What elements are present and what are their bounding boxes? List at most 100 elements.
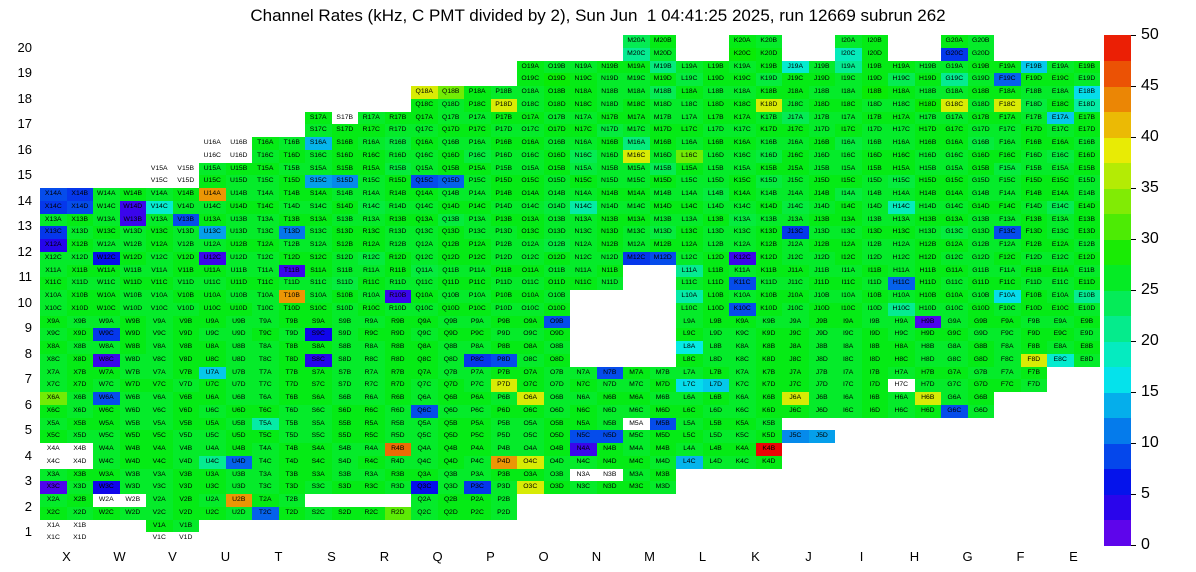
heatmap-cell: E18A bbox=[1047, 86, 1074, 99]
heatmap-cell: O6B bbox=[543, 392, 570, 405]
x-axis-label: X bbox=[62, 549, 71, 564]
heatmap-cell: S7D bbox=[331, 379, 358, 392]
heatmap-cell: X7C bbox=[40, 379, 67, 392]
heatmap-cell: E11B bbox=[1073, 264, 1100, 278]
heatmap-cell: E16C bbox=[1047, 149, 1074, 163]
heatmap-cell: M14D bbox=[649, 200, 676, 214]
heatmap-cell: L8B bbox=[702, 341, 729, 354]
heatmap-cell: F11A bbox=[994, 264, 1021, 278]
heatmap-cell: I16C bbox=[835, 149, 862, 163]
heatmap-cell: L18D bbox=[702, 98, 729, 112]
heatmap-cell: O17A bbox=[517, 111, 544, 125]
heatmap-cell: K13C bbox=[729, 226, 756, 239]
colorbar-band bbox=[1104, 86, 1131, 112]
heatmap-cell: O8C bbox=[517, 353, 544, 367]
heatmap-cell: O9B bbox=[543, 315, 570, 329]
heatmap-cell: O18D bbox=[543, 98, 570, 112]
heatmap-cell: F19C bbox=[994, 73, 1021, 86]
heatmap-cell: U13A bbox=[199, 213, 226, 227]
heatmap-cell: K20C bbox=[729, 47, 756, 61]
heatmap-cell: J7B bbox=[808, 366, 835, 380]
heatmap-cell: F9B bbox=[1020, 315, 1047, 329]
heatmap-cell: Q14D bbox=[437, 200, 464, 214]
colorbar-band bbox=[1104, 162, 1131, 189]
heatmap-cell: L13D bbox=[702, 226, 729, 239]
heatmap-cell: R11A bbox=[358, 264, 385, 278]
heatmap-cell: T16A bbox=[252, 137, 279, 150]
heatmap-cell: M18D bbox=[649, 98, 676, 112]
heatmap-cell: K9A bbox=[729, 315, 756, 329]
heatmap-cell: T4D bbox=[278, 455, 305, 469]
heatmap-cell: Q11D bbox=[437, 277, 464, 290]
heatmap-cell: Q12B bbox=[437, 239, 464, 252]
heatmap-cell: V12C bbox=[146, 251, 173, 265]
heatmap-cell: T6B bbox=[278, 392, 305, 405]
heatmap-cell: U6B bbox=[225, 392, 252, 405]
heatmap-cell: H11B bbox=[914, 264, 941, 278]
heatmap-cell: N15B bbox=[596, 162, 623, 176]
heatmap-cell: K7A bbox=[729, 366, 756, 380]
heatmap-cell: V4B bbox=[172, 443, 199, 456]
heatmap-cell: V1D bbox=[172, 532, 199, 545]
heatmap-cell: O10C bbox=[517, 302, 544, 316]
heatmap-cell: L13A bbox=[676, 213, 703, 227]
heatmap-cell: I9D bbox=[861, 328, 888, 341]
heatmap-cell: K12B bbox=[755, 239, 782, 252]
heatmap-cell: O5B bbox=[543, 417, 570, 431]
heatmap-cell: P2C bbox=[464, 506, 491, 520]
heatmap-cell: X12B bbox=[66, 239, 93, 252]
heatmap-cell: P11D bbox=[490, 277, 517, 290]
heatmap-cell: Q4A bbox=[411, 443, 438, 456]
heatmap-cell: X3A bbox=[40, 468, 67, 482]
heatmap-cell: K16D bbox=[755, 149, 782, 163]
heatmap-cell: R7A bbox=[358, 366, 385, 380]
heatmap-cell: Q15C bbox=[411, 175, 438, 188]
heatmap-cell: U7B bbox=[225, 366, 252, 380]
heatmap-cell: I20D bbox=[861, 47, 888, 61]
heatmap-cell: M20C bbox=[623, 47, 650, 61]
heatmap-cell: S8A bbox=[305, 341, 332, 354]
heatmap-cell: P18B bbox=[490, 86, 517, 99]
heatmap-cell: R17C bbox=[358, 124, 385, 137]
heatmap-cell: F14D bbox=[1020, 200, 1047, 214]
heatmap-cell: J8C bbox=[782, 353, 809, 367]
heatmap-cell: V2C bbox=[146, 506, 173, 520]
heatmap-cell: V12B bbox=[172, 239, 199, 252]
heatmap-cell: I18C bbox=[835, 98, 862, 112]
heatmap-cell: J18D bbox=[808, 98, 835, 112]
heatmap-cell: K9B bbox=[755, 315, 782, 329]
heatmap-cell: M18A bbox=[623, 86, 650, 99]
heatmap-cell: X10D bbox=[66, 302, 93, 316]
heatmap-cell: H10A bbox=[888, 290, 915, 303]
heatmap-cell: J11D bbox=[808, 277, 835, 290]
heatmap-cell: R9C bbox=[358, 328, 385, 341]
colorbar-band bbox=[1104, 60, 1131, 87]
heatmap-cell: V14D bbox=[172, 200, 199, 214]
heatmap-cell: I19C bbox=[835, 73, 862, 86]
heatmap-cell: F18A bbox=[994, 86, 1021, 99]
colorbar-tick-mark bbox=[1131, 392, 1136, 393]
heatmap-cell: K11C bbox=[729, 277, 756, 290]
heatmap-cell: E10C bbox=[1047, 302, 1074, 316]
heatmap-cell: S15B bbox=[331, 162, 358, 176]
heatmap-cell: T11C bbox=[252, 277, 279, 290]
heatmap-cell: L17D bbox=[702, 124, 729, 137]
heatmap-cell: L9A bbox=[676, 315, 703, 329]
heatmap-cell: M13A bbox=[623, 213, 650, 227]
heatmap-cell: J17C bbox=[782, 124, 809, 137]
heatmap-cell: W13B bbox=[119, 213, 146, 227]
heatmap-cell: S9B bbox=[331, 315, 358, 329]
heatmap-cell: O4C bbox=[517, 455, 544, 469]
heatmap-cell: N7B bbox=[596, 366, 623, 380]
colorbar-band bbox=[1104, 137, 1131, 163]
heatmap-cell: S16D bbox=[331, 149, 358, 163]
heatmap-cell: G12B bbox=[967, 239, 994, 252]
heatmap-cell: L8A bbox=[676, 341, 703, 354]
heatmap-cell: L15C bbox=[676, 175, 703, 188]
heatmap-cell: G18A bbox=[941, 86, 968, 99]
heatmap-cell: N4C bbox=[570, 455, 597, 469]
heatmap-cell: W12C bbox=[93, 251, 120, 265]
heatmap-cell: G13B bbox=[967, 213, 994, 227]
heatmap-cell: V11B bbox=[172, 264, 199, 278]
heatmap-cell: L7A bbox=[676, 366, 703, 380]
